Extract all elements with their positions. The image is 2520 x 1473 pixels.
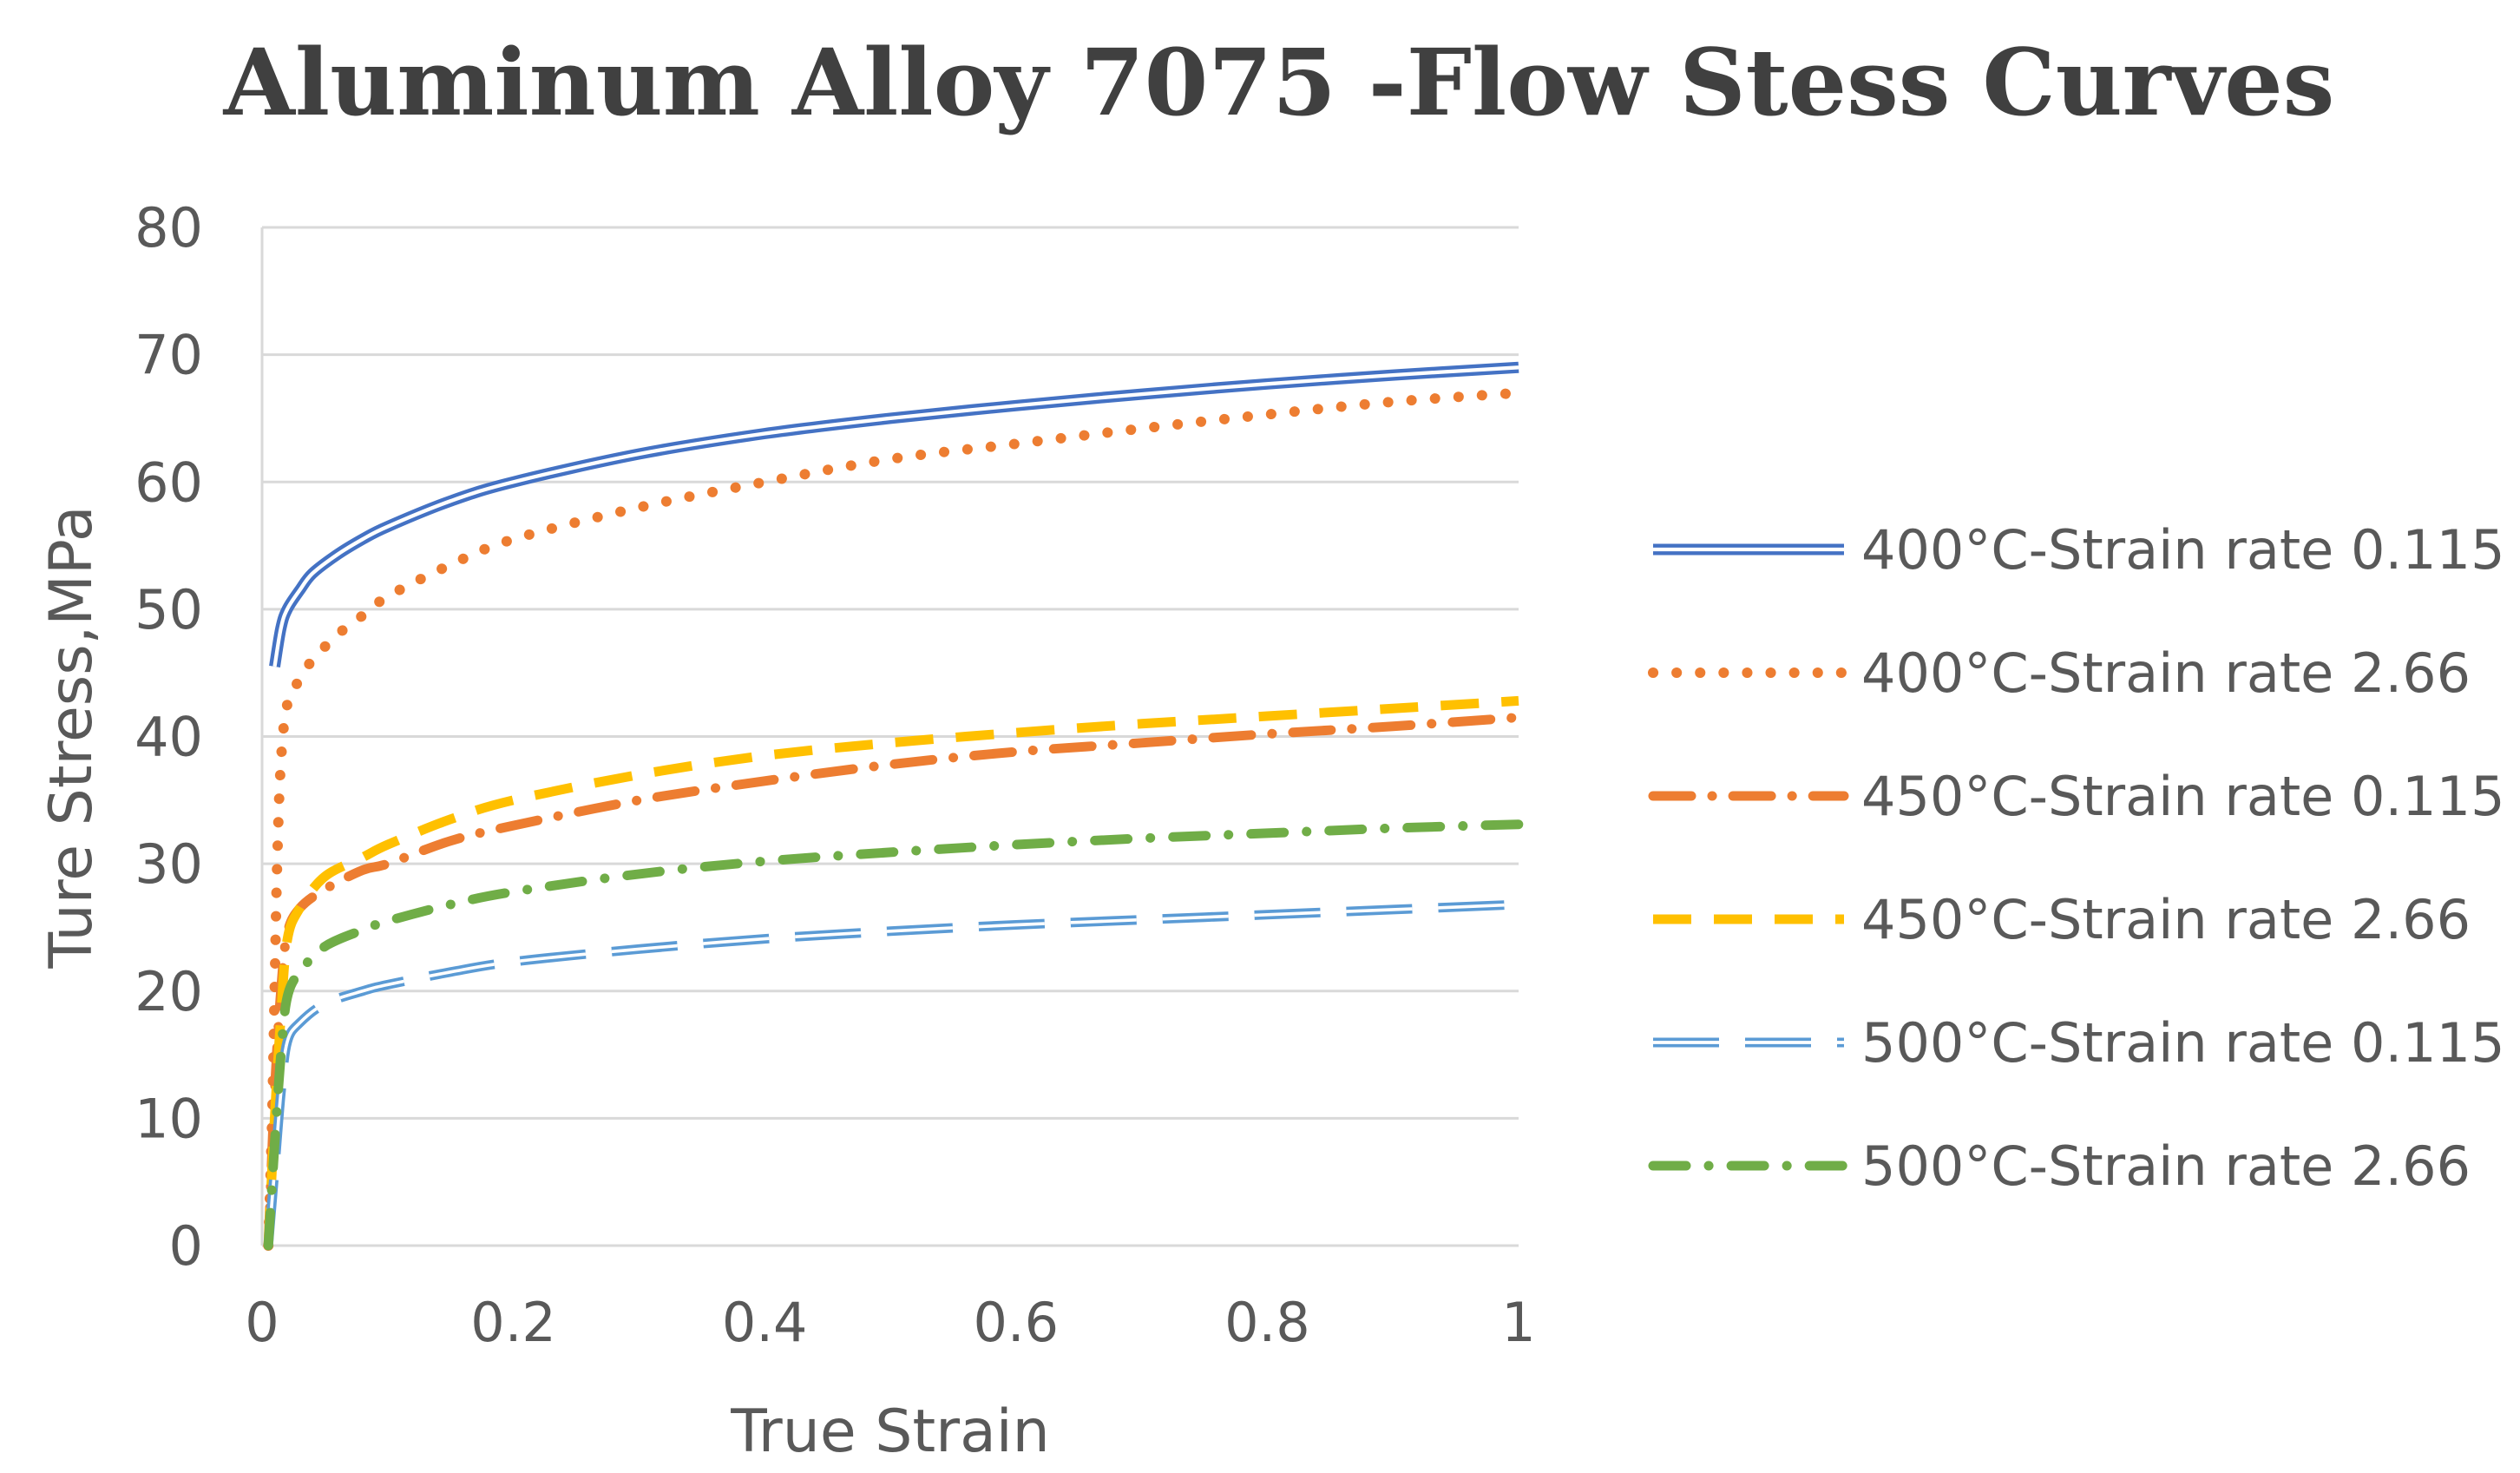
grid xyxy=(262,226,1519,1120)
series-line-5 xyxy=(263,819,1524,1251)
series-line-1 xyxy=(263,387,1524,1251)
x-tick-label-1: 0.2 xyxy=(470,1291,556,1354)
y-tick-label-7: 70 xyxy=(135,324,203,387)
series-line-2 xyxy=(263,713,1524,1251)
y-tick-label-6: 60 xyxy=(135,450,203,514)
series-group xyxy=(263,361,1524,1251)
x-tick-label-4: 0.8 xyxy=(1224,1291,1310,1354)
x-tick-label-0: 0 xyxy=(245,1291,279,1354)
y-tick-label-8: 80 xyxy=(135,196,203,260)
series-line-inner-0 xyxy=(272,365,1519,667)
x-tick-label-3: 0.6 xyxy=(973,1291,1059,1354)
legend-label-4: 500°C-Strain rate 0.115 xyxy=(1861,1011,2505,1075)
x-axis-label: True Strain xyxy=(730,1397,1050,1466)
y-tick-label-4: 40 xyxy=(135,706,203,769)
legend-label-2: 450°C-Strain rate 0.115 xyxy=(1861,765,2505,828)
series-line-inner-4 xyxy=(266,903,1519,1246)
chart-title: Aluminum Alloy 7075 -Flow Stess Curves xyxy=(223,28,2335,136)
y-tick-label-3: 30 xyxy=(135,832,203,896)
legend: 400°C-Strain rate 0.115 400°C-Strain rate… xyxy=(1648,518,2505,1198)
legend-label-1: 400°C-Strain rate 2.66 xyxy=(1861,641,2471,705)
legend-label-3: 450°C-Strain rate 2.66 xyxy=(1861,888,2471,951)
series-line-3 xyxy=(263,695,1519,1246)
y-tick-label-2: 20 xyxy=(135,960,203,1023)
x-tick-label-2: 0.4 xyxy=(722,1291,808,1354)
y-tick-label-0: 0 xyxy=(169,1214,203,1278)
y-tick-label-1: 10 xyxy=(135,1087,203,1150)
y-axis-label: Ture Stress,MPa xyxy=(37,505,106,969)
legend-label-0: 400°C-Strain rate 0.115 xyxy=(1861,518,2505,582)
y-tick-label-5: 50 xyxy=(135,578,203,641)
axes: 0 10 20 30 40 50 60 70 80 0 0.2 0.4 0.6 0.8 1 xyxy=(135,196,1536,1354)
legend-label-5: 500°C-Strain rate 2.66 xyxy=(1861,1134,2471,1198)
x-tick-label-5: 1 xyxy=(1501,1291,1535,1354)
